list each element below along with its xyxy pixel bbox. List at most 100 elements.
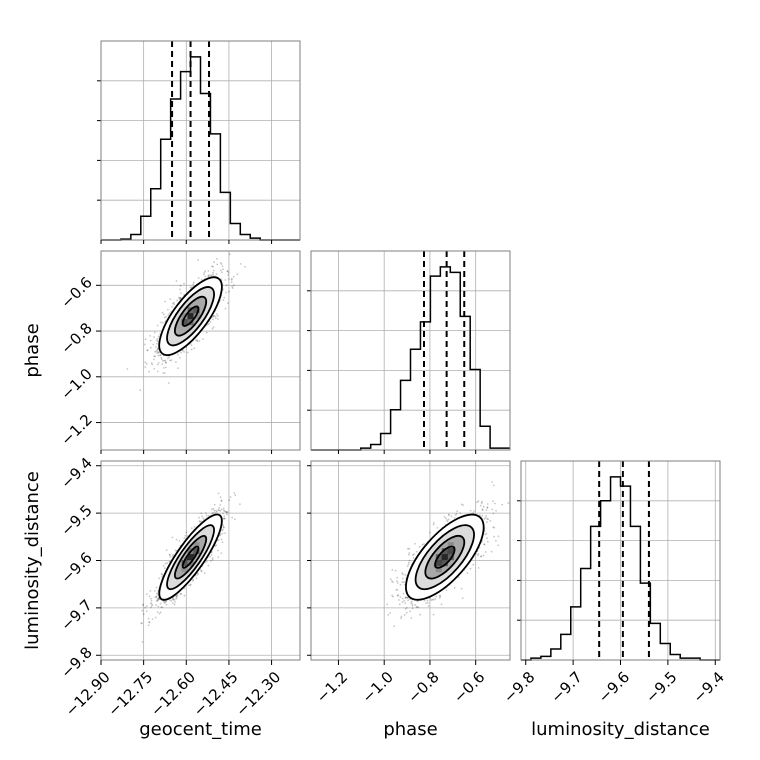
scatter-point	[219, 509, 222, 512]
scatter-point	[219, 504, 222, 506]
density-cell	[435, 560, 442, 567]
scatter-point	[492, 484, 495, 487]
scatter-point	[491, 508, 494, 511]
scatter-point	[153, 358, 155, 361]
scatter-point	[425, 602, 427, 604]
scatter-point	[218, 506, 221, 509]
scatter-point	[166, 562, 169, 564]
scatter-point	[234, 494, 237, 497]
contour-line	[424, 534, 466, 580]
scatter-point	[160, 321, 162, 324]
scatter-point	[157, 599, 159, 602]
scatter-point	[173, 603, 176, 606]
scatter-point	[394, 569, 397, 572]
scatter-point	[227, 271, 230, 274]
scatter-point	[404, 608, 407, 610]
y-tick-label: −9.6	[57, 549, 95, 587]
scatter-point	[397, 594, 399, 597]
scatter-point	[212, 273, 214, 276]
scatter-point	[227, 274, 230, 276]
scatter-point	[406, 596, 409, 599]
scatter-point	[393, 625, 395, 628]
scatter-point	[179, 284, 182, 287]
contour-line	[174, 295, 208, 337]
scatter-point	[206, 323, 209, 326]
scatter-point	[157, 335, 160, 338]
scatter-point	[168, 356, 171, 359]
scatter-point	[427, 605, 430, 607]
scatter-point	[225, 511, 227, 513]
density-cell	[447, 548, 454, 555]
scatter-point	[219, 533, 222, 535]
scatter-point	[151, 363, 154, 366]
scatter-point	[211, 558, 214, 561]
scatter-point	[224, 517, 226, 520]
scatter-point	[396, 589, 399, 591]
scatter-point	[483, 543, 486, 545]
scatter-point	[179, 296, 182, 299]
scatter-point	[415, 550, 418, 553]
scatter-point	[183, 594, 186, 597]
scatter-point	[151, 618, 154, 620]
scatter-point	[139, 389, 142, 392]
scatter-point	[494, 502, 496, 505]
scatter-point	[432, 613, 435, 616]
scatter-point	[171, 555, 174, 557]
scatter-point	[497, 544, 500, 547]
scatter-point	[140, 622, 143, 625]
scatter-point	[392, 595, 394, 598]
scatter-point	[225, 511, 228, 514]
scatter-point	[167, 308, 169, 311]
scatter-point	[164, 361, 167, 364]
scatter-point	[460, 503, 463, 506]
scatter-point	[149, 590, 152, 592]
scatter-point	[145, 610, 148, 613]
scatter-point	[459, 512, 462, 514]
x-axis-label-geocent_time: geocent_time	[139, 719, 262, 740]
scatter-point	[410, 600, 413, 603]
scatter-point	[484, 516, 487, 519]
scatter-point	[392, 581, 394, 583]
scatter-point	[481, 508, 484, 511]
scatter-point	[150, 602, 152, 605]
scatter-point	[198, 520, 201, 523]
scatter-point	[407, 563, 410, 566]
scatter-point	[144, 366, 147, 368]
scatter-point	[173, 301, 175, 304]
scatter-point	[402, 592, 405, 595]
scatter-point	[164, 372, 166, 374]
scatter-point	[211, 512, 214, 515]
scatter-point	[203, 572, 206, 574]
scatter-point	[408, 561, 410, 564]
scatter-point	[162, 372, 165, 374]
scatter-point	[157, 598, 159, 600]
scatter-point	[212, 271, 215, 274]
x-tick-label: −12.30	[232, 668, 284, 720]
scatter-point	[169, 359, 171, 362]
scatter-point	[486, 537, 488, 540]
scatter-point	[145, 362, 148, 365]
scatter-point	[175, 596, 178, 598]
density-cell	[441, 548, 448, 555]
scatter-point	[405, 611, 408, 614]
scatter-point	[482, 554, 485, 557]
scatter-point	[168, 553, 171, 556]
scatter-point	[197, 277, 200, 279]
scatter-point	[222, 517, 225, 520]
scatter-point	[151, 603, 153, 606]
scatter-point	[156, 342, 158, 345]
scatter-point	[177, 367, 179, 370]
scatter-point	[157, 598, 160, 601]
scatter-point	[406, 565, 409, 567]
scatter-point	[219, 262, 222, 264]
contour-line	[166, 524, 215, 591]
scatter-point	[493, 526, 496, 529]
scatter-point	[233, 518, 236, 521]
scatter-point	[169, 298, 172, 301]
density-cell	[435, 566, 442, 573]
scatter-point	[421, 543, 424, 546]
scatter-point	[165, 600, 168, 603]
scatter-point	[152, 343, 155, 346]
scatter-point	[172, 554, 175, 556]
scatter-point	[179, 297, 182, 300]
